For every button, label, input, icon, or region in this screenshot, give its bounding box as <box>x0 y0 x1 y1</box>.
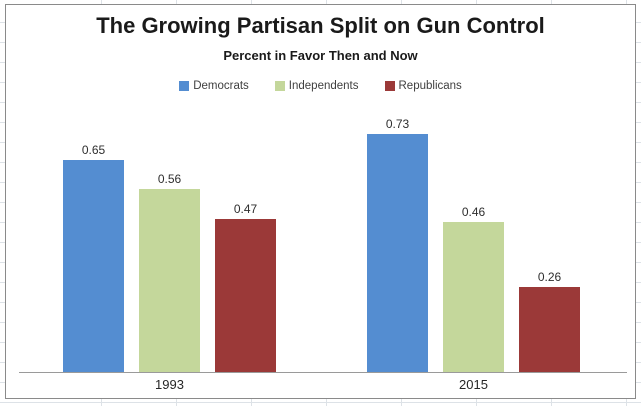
x-axis-line <box>19 372 627 373</box>
legend-item-independents: Independents <box>274 80 359 92</box>
chart-title: The Growing Partisan Split on Gun Contro… <box>96 13 545 38</box>
category-label-1993: 1993 <box>155 377 184 392</box>
legend-swatch-independents <box>274 81 285 91</box>
data-label-independents-2015: 0.46 <box>461 205 486 219</box>
data-label-democrats-2015: 0.73 <box>385 117 410 131</box>
legend-item-republicans: Republicans <box>384 80 462 92</box>
chart-legend: Democrats Independents Republicans <box>6 80 635 92</box>
chart-area: The Growing Partisan Split on Gun Contro… <box>5 4 636 399</box>
data-label-independents-1993: 0.56 <box>157 172 182 186</box>
bar-republicans-1993 <box>215 219 276 372</box>
bar-republicans-2015 <box>519 287 580 372</box>
bar-democrats-1993 <box>63 160 124 372</box>
legend-label: Republicans <box>398 80 462 92</box>
bar-democrats-2015 <box>367 134 428 372</box>
plot-area: 0.65 0.56 0.47 1993 0.73 0.46 0.26 2015 <box>6 5 635 398</box>
bar-independents-1993 <box>139 189 200 372</box>
data-label-democrats-1993: 0.65 <box>81 143 106 157</box>
legend-label: Democrats <box>193 80 249 92</box>
data-label-republicans-1993: 0.47 <box>233 202 258 216</box>
legend-swatch-republicans <box>384 81 395 91</box>
legend-item-democrats: Democrats <box>179 80 249 92</box>
category-label-2015: 2015 <box>459 377 488 392</box>
bar-independents-2015 <box>443 222 504 372</box>
chart-subtitle: Percent in Favor Then and Now <box>223 48 418 63</box>
legend-label: Independents <box>288 80 359 92</box>
data-label-republicans-2015: 0.26 <box>537 270 562 284</box>
legend-swatch-democrats <box>179 81 190 91</box>
